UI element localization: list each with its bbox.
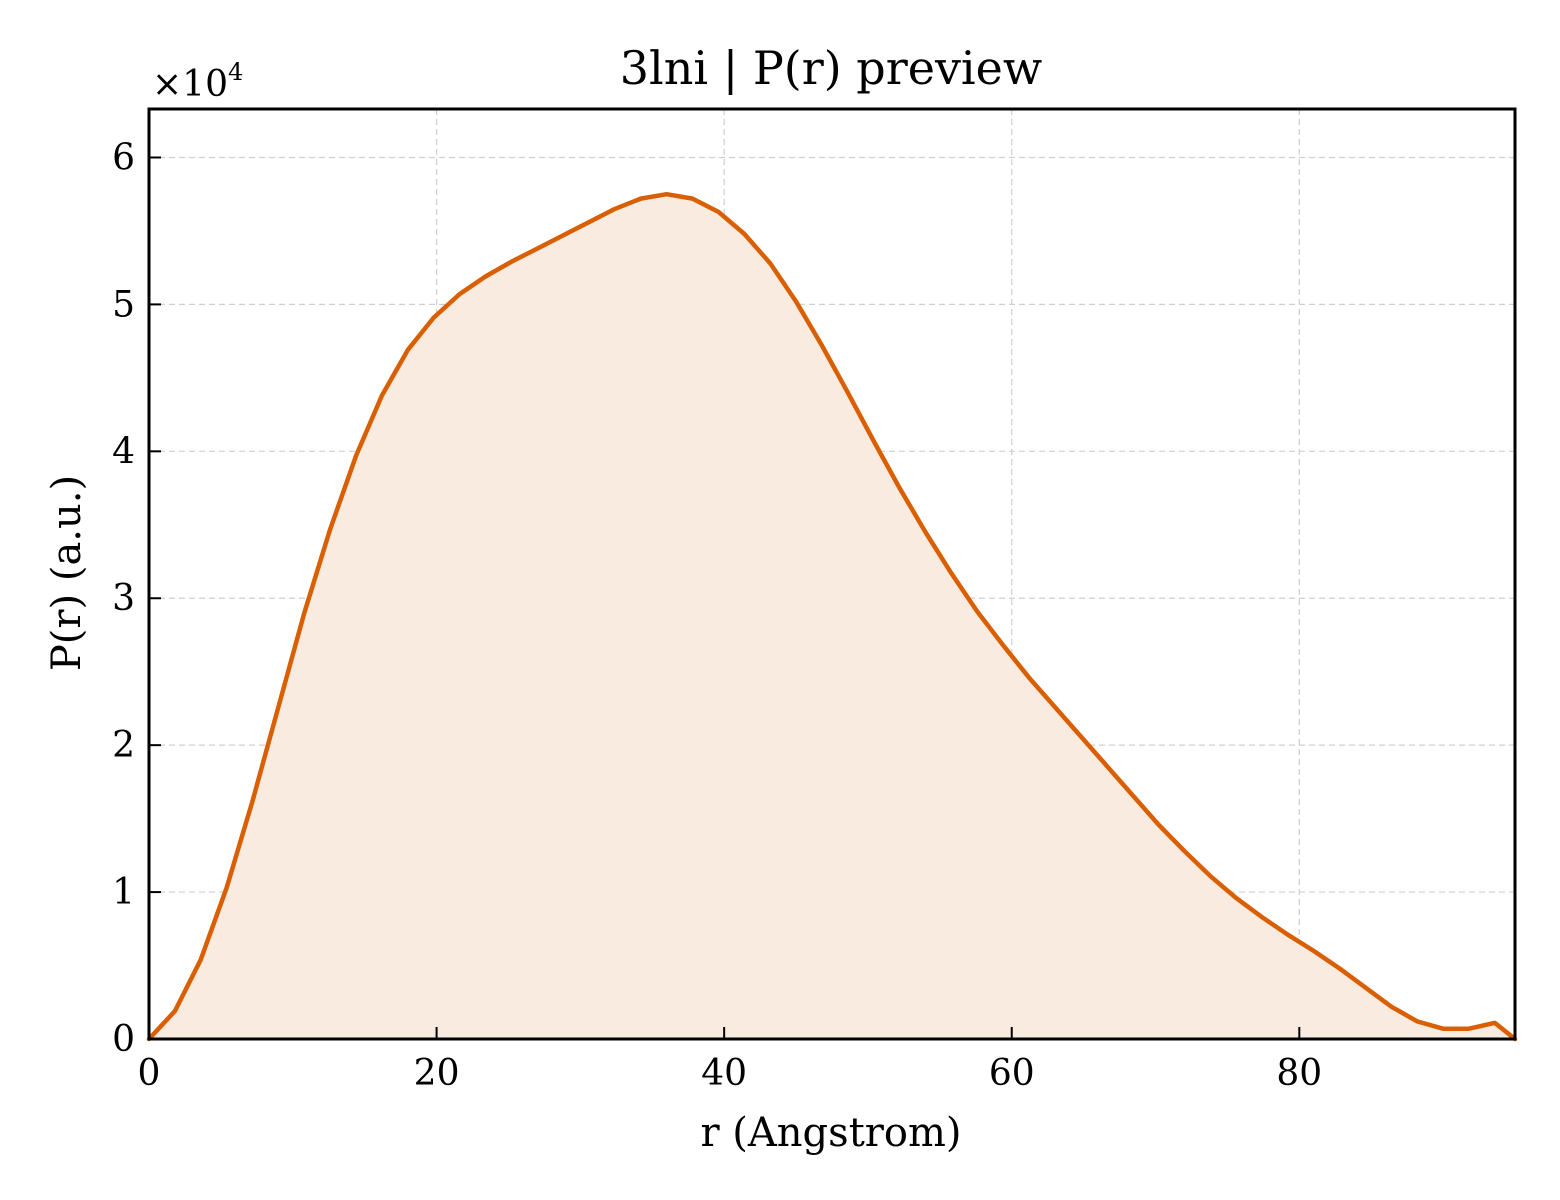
x-tick-label: 20 [414,1053,460,1094]
plot-frame [147,107,1517,1041]
y-tick-label: 5 [112,284,135,325]
axis-ticks [148,156,1301,1040]
y-tick-label: 4 [112,431,135,472]
pr-series-line [146,191,1518,1042]
y-multiplier-base: ×10 [152,64,228,105]
y-tick-label: 3 [112,578,135,619]
y-axis-multiplier: ×104 [152,58,243,105]
y-tick-labels: 0 1 2 3 4 5 6 [112,137,135,1060]
x-tick-label: 60 [989,1053,1035,1094]
y-tick-label: 1 [112,872,135,913]
x-tick-labels: 0 20 40 60 80 [138,1053,1323,1094]
y-tick-label: 6 [112,137,135,178]
y-multiplier-exponent: 4 [228,58,243,86]
y-tick-label: 0 [112,1019,135,1060]
x-tick-label: 40 [701,1053,747,1094]
x-tick-label: 0 [138,1053,161,1094]
y-tick-label: 2 [112,725,135,766]
chart-title: 3lni | P(r) preview [620,41,1042,95]
y-axis-label: P(r) (a.u.) [44,475,90,671]
x-axis-label: r (Angstrom) [700,1110,961,1156]
x-tick-label: 80 [1276,1053,1322,1094]
pr-area-fill [149,194,1515,1039]
